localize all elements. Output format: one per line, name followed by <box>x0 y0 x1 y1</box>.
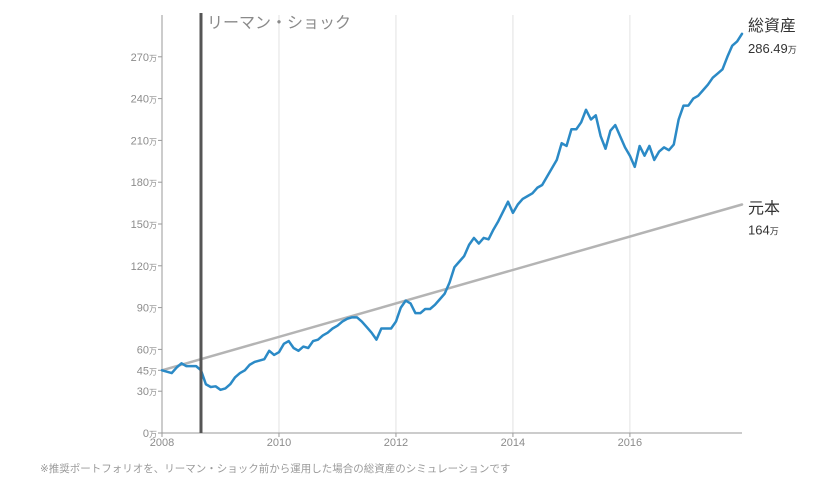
y-tick-value: 45 <box>137 365 149 377</box>
y-tick-value: 120 <box>131 261 149 273</box>
y-tick-unit: 万 <box>149 221 157 230</box>
y-tick-value: 60 <box>137 344 149 356</box>
y-tick-label: 120万 <box>131 261 157 273</box>
y-tick-value: 30 <box>137 386 149 398</box>
y-tick-label: 60万 <box>137 344 157 356</box>
y-tick-label: 90万 <box>137 303 157 315</box>
y-tick-value: 150 <box>131 219 149 231</box>
series-line-total-assets <box>160 32 744 392</box>
y-tick-unit: 万 <box>149 96 157 105</box>
y-tick-unit: 万 <box>149 54 157 63</box>
y-tick-value: 270 <box>131 52 149 64</box>
y-tick-label: 270万 <box>131 52 157 64</box>
y-tick-label: 0万 <box>143 428 157 440</box>
event-label: リーマン・ショック <box>207 13 351 32</box>
y-tick-unit: 万 <box>149 305 157 314</box>
x-tick-label: 2012 <box>384 437 408 449</box>
series-end-value: 164万 <box>748 222 779 237</box>
axes: 2008 2010 2012 2014 20160万30万45万60万90万120万15… <box>131 15 742 449</box>
series-end-unit: 万 <box>788 46 797 56</box>
y-tick-unit: 万 <box>149 137 157 146</box>
y-tick-unit: 万 <box>149 346 157 355</box>
y-tick-value: 210 <box>131 135 149 147</box>
y-tick-label: 180万 <box>131 177 157 189</box>
x-tick-label: 2016 <box>618 437 642 449</box>
x-tick-label: 2014 <box>501 437 525 449</box>
y-tick-unit: 万 <box>149 263 157 272</box>
y-tick-value: 90 <box>137 303 149 315</box>
y-tick-label: 240万 <box>131 94 157 106</box>
footnote: ※推奨ポートフォリオを、リーマン・ショック前から運用した場合の総資産のシミュレー… <box>40 463 511 475</box>
gridlines <box>278 15 631 433</box>
series-end-unit: 万 <box>770 227 779 237</box>
y-tick-unit: 万 <box>149 367 157 376</box>
y-tick-value: 240 <box>131 94 149 106</box>
x-tick-label: 2010 <box>267 437 291 449</box>
y-tick-label: 30万 <box>137 386 157 398</box>
y-tick-unit: 万 <box>149 430 157 439</box>
series-lines <box>160 32 744 392</box>
series-end-value: 286.49万 <box>748 41 797 56</box>
annotations: リーマン・ショック <box>199 13 351 433</box>
y-tick-unit: 万 <box>149 388 157 397</box>
series-label: 総資産 <box>748 16 796 35</box>
y-tick-label: 210万 <box>131 135 157 147</box>
series-label: 元本 <box>748 198 780 217</box>
y-tick-unit: 万 <box>149 179 157 188</box>
x-tick-label: 2008 <box>150 437 174 449</box>
series-line-principal <box>160 203 744 372</box>
y-tick-label: 150万 <box>131 219 157 231</box>
y-tick-value: 180 <box>131 177 149 189</box>
y-tick-value: 0 <box>143 428 149 440</box>
y-tick-label: 45万 <box>137 365 157 377</box>
series-end-number: 286.49 <box>748 41 788 56</box>
series-end-number: 164 <box>748 222 770 237</box>
